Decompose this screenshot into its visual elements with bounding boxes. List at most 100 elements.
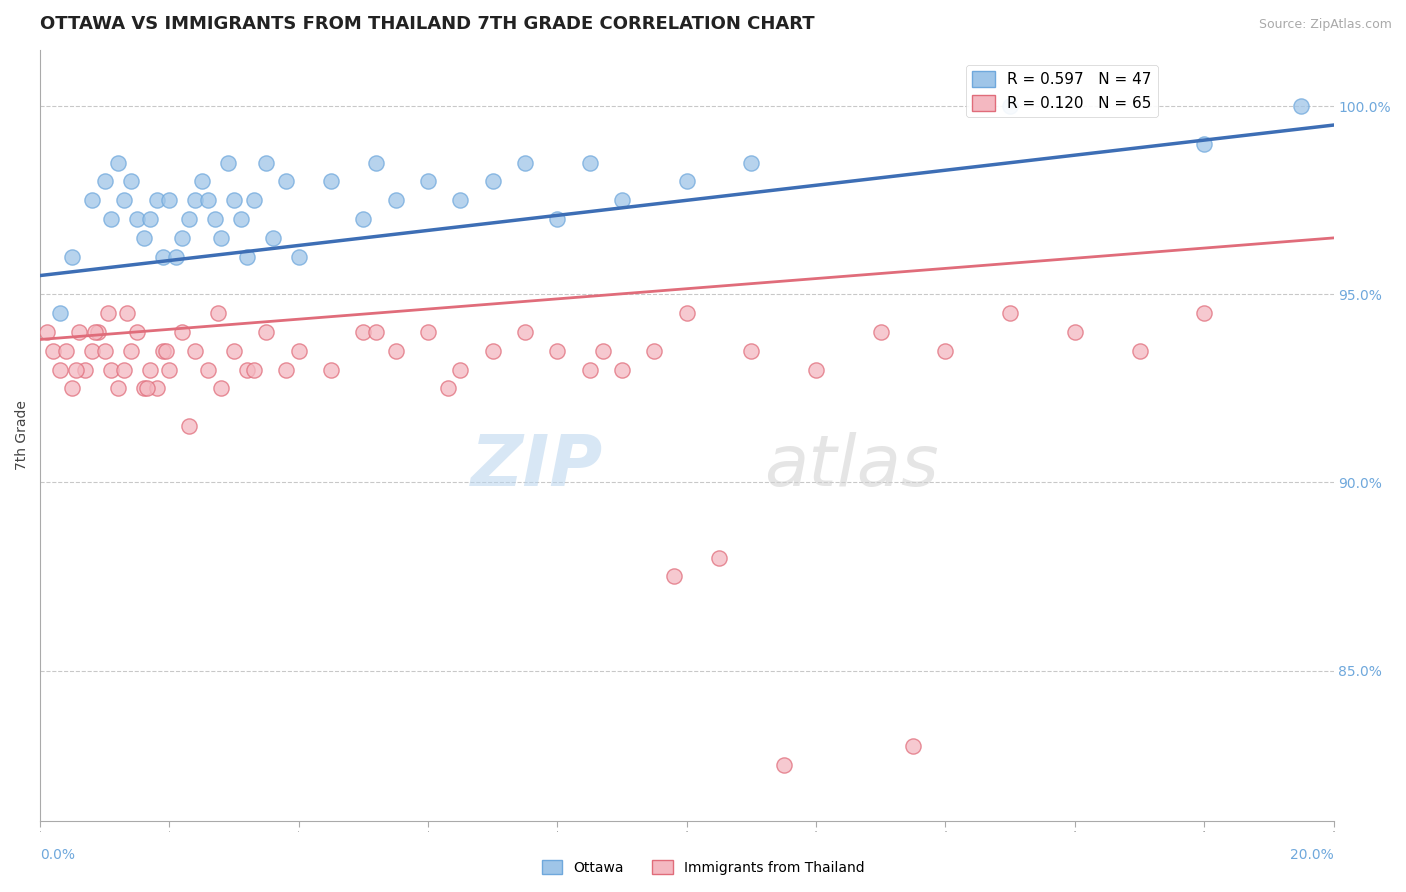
Point xyxy=(707,550,730,565)
Point xyxy=(546,343,568,358)
Point xyxy=(610,194,633,208)
Point xyxy=(165,250,187,264)
Point xyxy=(804,362,827,376)
Text: 20.0%: 20.0% xyxy=(1289,847,1333,862)
Legend: Ottawa, Immigrants from Thailand: Ottawa, Immigrants from Thailand xyxy=(536,855,870,880)
Point xyxy=(209,231,232,245)
Point xyxy=(274,362,297,376)
Point xyxy=(274,174,297,188)
Point xyxy=(1063,325,1085,339)
Point xyxy=(139,212,162,227)
Point xyxy=(152,250,174,264)
Point xyxy=(610,362,633,376)
Point xyxy=(481,174,503,188)
Point xyxy=(112,362,135,376)
Point xyxy=(256,325,278,339)
Point xyxy=(998,99,1021,113)
Point xyxy=(48,306,70,320)
Point xyxy=(84,325,107,339)
Point xyxy=(353,212,375,227)
Point xyxy=(80,343,103,358)
Point xyxy=(120,343,142,358)
Point xyxy=(998,306,1021,320)
Point xyxy=(172,231,194,245)
Point xyxy=(643,343,665,358)
Point xyxy=(592,343,614,358)
Point xyxy=(229,212,252,227)
Point xyxy=(236,362,259,376)
Point xyxy=(184,343,207,358)
Point xyxy=(48,362,70,376)
Point xyxy=(217,155,239,169)
Point xyxy=(67,325,90,339)
Point xyxy=(869,325,891,339)
Point xyxy=(675,306,697,320)
Point xyxy=(35,325,58,339)
Point xyxy=(224,194,246,208)
Point xyxy=(236,250,259,264)
Point xyxy=(321,362,343,376)
Point xyxy=(1192,136,1215,151)
Point xyxy=(100,362,122,376)
Point xyxy=(662,569,685,583)
Text: atlas: atlas xyxy=(765,432,939,500)
Point xyxy=(740,343,762,358)
Point xyxy=(62,250,84,264)
Text: OTTAWA VS IMMIGRANTS FROM THAILAND 7TH GRADE CORRELATION CHART: OTTAWA VS IMMIGRANTS FROM THAILAND 7TH G… xyxy=(41,15,814,33)
Point xyxy=(450,362,472,376)
Point xyxy=(127,212,149,227)
Point xyxy=(145,194,167,208)
Point xyxy=(94,343,117,358)
Text: ZIP: ZIP xyxy=(471,432,603,500)
Point xyxy=(135,381,157,395)
Point xyxy=(513,325,536,339)
Point xyxy=(675,174,697,188)
Point xyxy=(242,194,264,208)
Point xyxy=(578,155,600,169)
Point xyxy=(172,325,194,339)
Point xyxy=(934,343,956,358)
Point xyxy=(513,155,536,169)
Point xyxy=(262,231,284,245)
Point xyxy=(209,381,232,395)
Point xyxy=(177,419,200,434)
Point xyxy=(191,174,214,188)
Point xyxy=(145,381,167,395)
Point xyxy=(481,343,503,358)
Point xyxy=(75,362,97,376)
Point xyxy=(353,325,375,339)
Point xyxy=(288,250,311,264)
Y-axis label: 7th Grade: 7th Grade xyxy=(15,401,30,470)
Point xyxy=(1289,99,1312,113)
Point xyxy=(184,194,207,208)
Point xyxy=(385,343,408,358)
Point xyxy=(288,343,311,358)
Text: Source: ZipAtlas.com: Source: ZipAtlas.com xyxy=(1258,18,1392,31)
Point xyxy=(132,381,155,395)
Point xyxy=(159,362,181,376)
Point xyxy=(62,381,84,395)
Point xyxy=(87,325,110,339)
Point xyxy=(94,174,117,188)
Point xyxy=(418,174,440,188)
Point xyxy=(139,362,162,376)
Point xyxy=(132,231,155,245)
Point xyxy=(80,194,103,208)
Legend: R = 0.597   N = 47, R = 0.120   N = 65: R = 0.597 N = 47, R = 0.120 N = 65 xyxy=(966,65,1157,117)
Point xyxy=(546,212,568,227)
Point xyxy=(450,194,472,208)
Point xyxy=(901,739,924,753)
Point xyxy=(256,155,278,169)
Point xyxy=(152,343,174,358)
Point xyxy=(1192,306,1215,320)
Point xyxy=(100,212,122,227)
Point xyxy=(107,381,129,395)
Point xyxy=(120,174,142,188)
Point xyxy=(740,155,762,169)
Point xyxy=(436,381,458,395)
Point xyxy=(204,212,226,227)
Point xyxy=(224,343,246,358)
Point xyxy=(112,194,135,208)
Point xyxy=(155,343,177,358)
Point xyxy=(159,194,181,208)
